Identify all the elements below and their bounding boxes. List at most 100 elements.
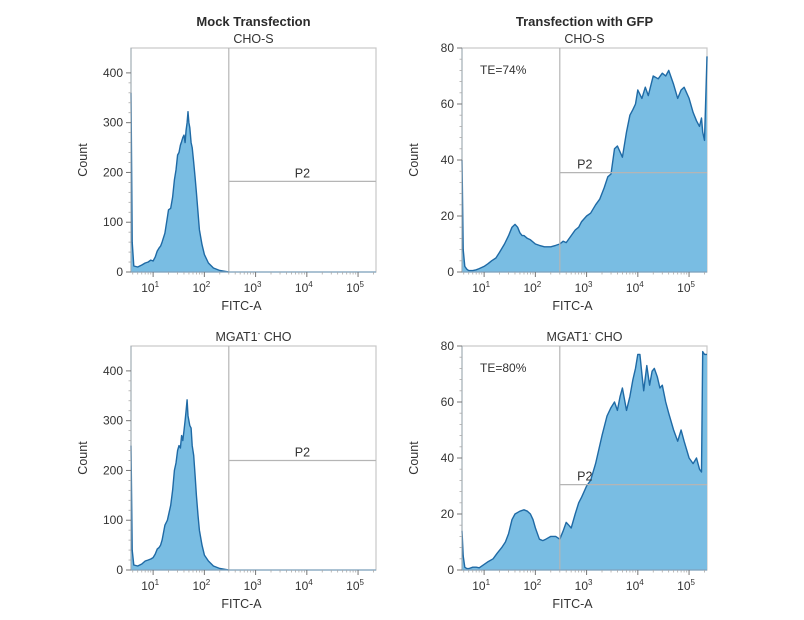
x-tick-exponent: 2: [537, 280, 542, 289]
x-tick-label: 104: [295, 280, 313, 295]
panel-title-suffix: CHO: [591, 330, 623, 344]
x-tick-base: 10: [472, 281, 486, 295]
y-tick-label: 0: [116, 265, 123, 279]
x-tick-exponent: 3: [257, 578, 262, 587]
histogram-line: [461, 350, 707, 570]
transfection-efficiency-label: TE=80%: [480, 361, 527, 375]
x-tick-base: 10: [626, 579, 640, 593]
x-tick-label: 103: [575, 280, 593, 295]
x-tick-base: 10: [346, 579, 360, 593]
y-tick-label: 60: [441, 395, 455, 409]
x-tick-exponent: 3: [588, 280, 593, 289]
y-tick-label: 40: [441, 451, 455, 465]
x-tick-label: 105: [346, 280, 364, 295]
panel-title-superscript: -: [258, 329, 261, 338]
y-tick-label: 40: [441, 153, 455, 167]
y-tick-label: 0: [447, 563, 454, 577]
x-tick-label: 104: [295, 578, 313, 593]
y-axis-label: Count: [76, 441, 90, 475]
x-tick-base: 10: [295, 281, 309, 295]
gate-p2-label: P2: [577, 158, 592, 172]
y-tick-label: 0: [116, 563, 123, 577]
y-tick-label: 100: [103, 215, 123, 229]
y-tick-label: 60: [441, 97, 455, 111]
panel-title: CHO-S: [564, 32, 604, 46]
x-tick-exponent: 1: [155, 578, 160, 587]
x-tick-exponent: 1: [486, 280, 491, 289]
panel-title-suffix: CHO: [260, 330, 292, 344]
x-tick-base: 10: [575, 579, 589, 593]
x-tick-exponent: 1: [486, 578, 491, 587]
x-tick-exponent: 2: [206, 280, 211, 289]
panel-title-main: MGAT1: [215, 330, 257, 344]
y-axis-label: Count: [76, 143, 90, 177]
x-tick-base: 10: [523, 579, 537, 593]
histogram-area: [462, 351, 707, 570]
y-tick-label: 300: [103, 414, 123, 428]
x-tick-exponent: 4: [639, 280, 644, 289]
gate-p2-label: P2: [295, 166, 310, 180]
x-tick-label: 102: [523, 280, 541, 295]
y-tick-label: 20: [441, 507, 455, 521]
x-axis-label: FITC-A: [221, 597, 262, 611]
x-axis-label: FITC-A: [552, 299, 593, 313]
x-tick-base: 10: [244, 281, 258, 295]
x-tick-label: 104: [626, 578, 644, 593]
column-title-2: Transfection with GFP: [516, 14, 654, 29]
x-tick-label: 101: [141, 578, 159, 593]
x-tick-base: 10: [192, 579, 206, 593]
x-tick-exponent: 4: [639, 578, 644, 587]
x-tick-base: 10: [677, 579, 691, 593]
y-axis-label: Count: [407, 143, 421, 177]
gate-p2-label: P2: [577, 470, 592, 484]
x-tick-label: 101: [472, 280, 490, 295]
panel-title: CHO-S: [233, 32, 273, 46]
x-tick-base: 10: [141, 579, 155, 593]
y-tick-label: 300: [103, 116, 123, 130]
x-tick-exponent: 4: [308, 280, 313, 289]
x-tick-base: 10: [523, 281, 537, 295]
x-tick-label: 101: [141, 280, 159, 295]
gate-p2-label: P2: [295, 445, 310, 459]
x-tick-base: 10: [677, 281, 691, 295]
x-tick-exponent: 4: [308, 578, 313, 587]
x-tick-exponent: 2: [537, 578, 542, 587]
x-tick-label: 103: [244, 578, 262, 593]
y-tick-label: 100: [103, 513, 123, 527]
panel-title-main: MGAT1: [546, 330, 588, 344]
panel-title: MGAT1- CHO: [546, 329, 622, 344]
y-tick-label: 80: [441, 41, 455, 55]
x-tick-label: 105: [346, 578, 364, 593]
x-tick-label: 103: [244, 280, 262, 295]
y-tick-label: 200: [103, 463, 123, 477]
x-tick-label: 102: [192, 280, 210, 295]
x-tick-exponent: 5: [360, 578, 365, 587]
x-tick-exponent: 5: [691, 578, 696, 587]
y-tick-label: 20: [441, 209, 455, 223]
x-tick-exponent: 5: [360, 280, 365, 289]
x-tick-label: 102: [192, 578, 210, 593]
x-tick-base: 10: [346, 281, 360, 295]
transfection-efficiency-label: TE=74%: [480, 63, 527, 77]
histogram-line: [461, 56, 708, 272]
y-axis-label: Count: [407, 441, 421, 475]
histogram-line: [130, 399, 229, 571]
x-tick-base: 10: [192, 281, 206, 295]
x-tick-label: 105: [677, 578, 695, 593]
panel-title-main: CHO-S: [564, 32, 604, 46]
histogram-area: [462, 56, 707, 273]
histogram-line: [130, 92, 229, 273]
x-axis-label: FITC-A: [552, 597, 593, 611]
y-tick-label: 0: [447, 265, 454, 279]
y-tick-label: 400: [103, 66, 123, 80]
x-tick-base: 10: [472, 579, 486, 593]
panel-title-main: CHO-S: [233, 32, 273, 46]
histogram-area: [131, 92, 229, 272]
y-tick-label: 80: [441, 339, 455, 353]
x-tick-exponent: 5: [691, 280, 696, 289]
x-tick-label: 102: [523, 578, 541, 593]
